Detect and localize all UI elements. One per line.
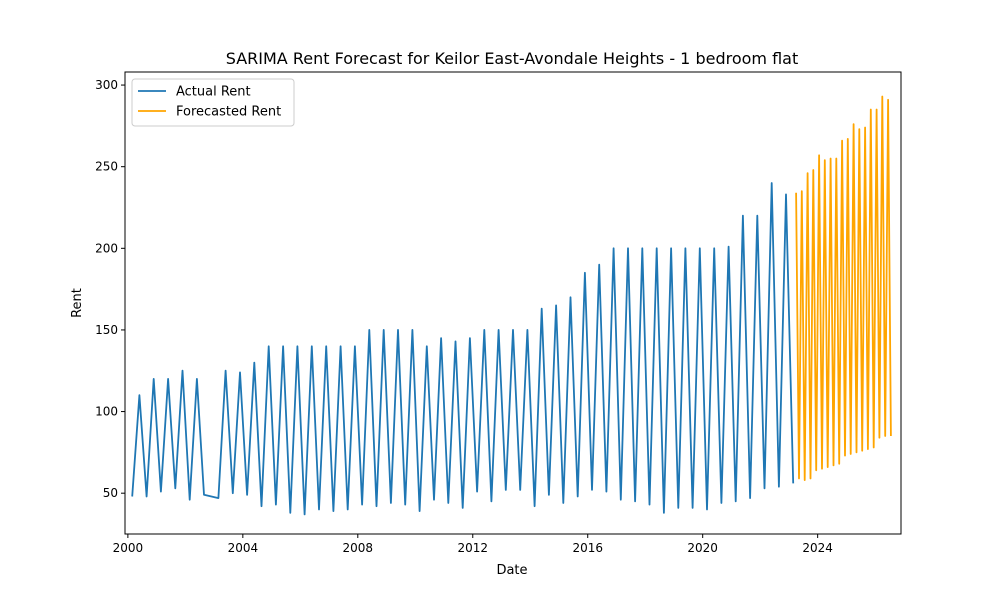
y-tick-label: 200 — [95, 241, 118, 255]
legend: Actual Rent Forecasted Rent — [131, 78, 295, 127]
series-layer — [131, 95, 892, 516]
x-tick-label: 2024 — [802, 541, 833, 555]
y-tick-label: 150 — [95, 323, 118, 337]
x-tick-label: 2008 — [343, 541, 374, 555]
legend-label-actual-rent: Actual Rent — [176, 85, 251, 100]
y-axis-label: Rent — [70, 288, 85, 318]
legend-label-forecasted-rent: Forecasted Rent — [176, 105, 281, 120]
x-axis-label: Date — [496, 563, 527, 578]
x-tick-label: 2020 — [687, 541, 718, 555]
chart-title: SARIMA Rent Forecast for Keilor East-Avo… — [226, 49, 798, 68]
x-tick-label: 2000 — [113, 541, 144, 555]
x-tick-label: 2004 — [228, 541, 259, 555]
y-tick-label: 50 — [103, 486, 118, 500]
plot-frame — [124, 71, 902, 535]
y-axis: 50 100 150 200 250 300 — [95, 78, 125, 500]
y-tick-label: 250 — [95, 160, 118, 174]
series-line-forecasted-rent — [795, 95, 892, 481]
x-tick-label: 2016 — [572, 541, 603, 555]
legend-box — [131, 78, 295, 127]
x-tick-label: 2012 — [457, 541, 488, 555]
series-line-actual-rent — [131, 182, 795, 516]
y-tick-label: 300 — [95, 78, 118, 92]
y-tick-label: 100 — [95, 405, 118, 419]
x-axis: 2000 2004 2008 2012 2016 2020 2024 — [113, 534, 833, 555]
